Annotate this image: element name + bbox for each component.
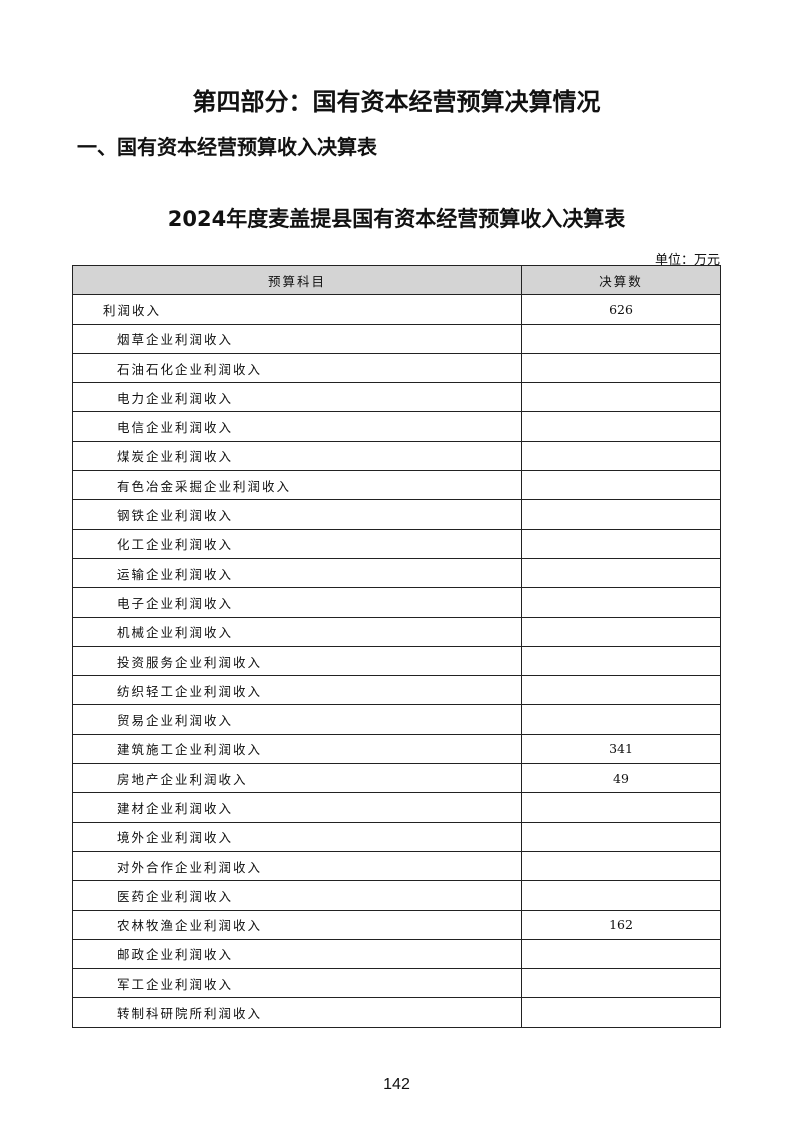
row-final-amount (521, 968, 721, 999)
row-budget-item: 烟草企业利润收入 (72, 323, 522, 354)
row-final-amount (521, 704, 721, 735)
row-final-amount (521, 557, 721, 589)
row-budget-item: 农林牧渔企业利润收入 (72, 909, 522, 940)
row-final-amount (521, 323, 721, 354)
table-row: 投资服务企业利润收入 (72, 645, 721, 677)
table-row: 纺织轻工企业利润收入 (72, 675, 721, 706)
row-budget-item: 邮政企业利润收入 (72, 938, 522, 970)
row-final-amount (521, 470, 721, 501)
row-budget-item: 纺织轻工企业利润收入 (72, 675, 522, 706)
part-title: 第四部分：国有资本经营预算决算情况 (192, 88, 601, 116)
row-budget-item: 化工企业利润收入 (72, 528, 522, 559)
row-budget-item: 石油石化企业利润收入 (72, 352, 522, 384)
table-row: 利润收入 626 (72, 294, 721, 325)
row-final-amount: 162 (521, 909, 721, 940)
page-number: 142 (383, 1076, 410, 1093)
row-budget-item: 对外合作企业利润收入 (72, 850, 522, 882)
row-budget-item: 煤炭企业利润收入 (72, 440, 522, 472)
row-budget-item: 电子企业利润收入 (72, 587, 522, 618)
row-final-amount (521, 938, 721, 970)
header-budget-item: 预算科目 (72, 264, 522, 296)
section-title: 一、国有资本经营预算收入决算表 (77, 135, 377, 159)
row-final-amount (521, 528, 721, 559)
row-budget-item: 钢铁企业利润收入 (72, 499, 522, 530)
table-row: 有色冶金采掘企业利润收入 (72, 470, 721, 501)
table-row: 对外合作企业利润收入 (72, 850, 721, 882)
table-row: 转制科研院所利润收入 (72, 997, 721, 1028)
row-budget-item: 境外企业利润收入 (72, 821, 522, 852)
row-final-amount: 341 (521, 733, 721, 765)
row-final-amount (521, 616, 721, 647)
row-budget-item: 医药企业利润收入 (72, 880, 522, 911)
table-row: 化工企业利润收入 (72, 528, 721, 559)
table-row: 境外企业利润收入 (72, 821, 721, 852)
row-final-amount (521, 352, 721, 384)
row-final-amount (521, 675, 721, 706)
row-budget-item: 建筑施工企业利润收入 (72, 733, 522, 765)
row-final-amount: 49 (521, 763, 721, 794)
row-final-amount (521, 499, 721, 530)
table-row: 电信企业利润收入 (72, 411, 721, 442)
table-row: 军工企业利润收入 (72, 968, 721, 999)
table-row: 烟草企业利润收入 (72, 323, 721, 354)
table-row: 电子企业利润收入 (72, 587, 721, 618)
row-budget-item: 机械企业利润收入 (72, 616, 522, 647)
table-row: 机械企业利润收入 (72, 616, 721, 647)
row-final-amount (521, 792, 721, 823)
row-budget-item: 电信企业利润收入 (72, 411, 522, 442)
table-row: 医药企业利润收入 (72, 880, 721, 911)
row-final-amount: 626 (521, 294, 721, 325)
table-row: 建材企业利润收入 (72, 792, 721, 823)
row-final-amount (521, 821, 721, 852)
table-row: 邮政企业利润收入 (72, 938, 721, 970)
table-row: 电力企业利润收入 (72, 382, 721, 413)
revenue-table: 预算科目 决算数 利润收入 626 烟草企业利润收入 石油石化企业利润收入 电力企业利润… (72, 264, 721, 1028)
row-final-amount (521, 411, 721, 442)
row-final-amount (521, 997, 721, 1028)
row-budget-item: 军工企业利润收入 (72, 968, 522, 999)
row-budget-item: 有色冶金采掘企业利润收入 (72, 470, 522, 501)
row-final-amount (521, 880, 721, 911)
row-budget-item: 房地产企业利润收入 (72, 763, 522, 794)
unit-label: 单位：万元 (654, 253, 720, 268)
row-budget-item: 运输企业利润收入 (72, 557, 522, 589)
row-budget-item: 电力企业利润收入 (72, 382, 522, 413)
row-final-amount (521, 645, 721, 677)
row-final-amount (521, 382, 721, 413)
table-row: 钢铁企业利润收入 (72, 499, 721, 530)
header-final-amount: 决算数 (521, 264, 721, 296)
row-budget-item: 利润收入 (72, 294, 522, 325)
row-budget-item: 建材企业利润收入 (72, 792, 522, 823)
row-final-amount (521, 440, 721, 472)
table-title: 2024年度麦盖提县国有资本经营预算收入决算表 (167, 207, 626, 231)
table-header-row: 预算科目 决算数 (72, 264, 721, 296)
row-budget-item: 贸易企业利润收入 (72, 704, 522, 735)
row-budget-item: 转制科研院所利润收入 (72, 997, 522, 1028)
table-row: 石油石化企业利润收入 (72, 352, 721, 384)
table-row: 农林牧渔企业利润收入 162 (72, 909, 721, 940)
row-final-amount (521, 850, 721, 882)
row-budget-item: 投资服务企业利润收入 (72, 645, 522, 677)
table-row: 贸易企业利润收入 (72, 704, 721, 735)
table-row: 运输企业利润收入 (72, 557, 721, 589)
row-final-amount (521, 587, 721, 618)
table-row: 煤炭企业利润收入 (72, 440, 721, 472)
table-row: 房地产企业利润收入 49 (72, 763, 721, 794)
table-row: 建筑施工企业利润收入 341 (72, 733, 721, 765)
